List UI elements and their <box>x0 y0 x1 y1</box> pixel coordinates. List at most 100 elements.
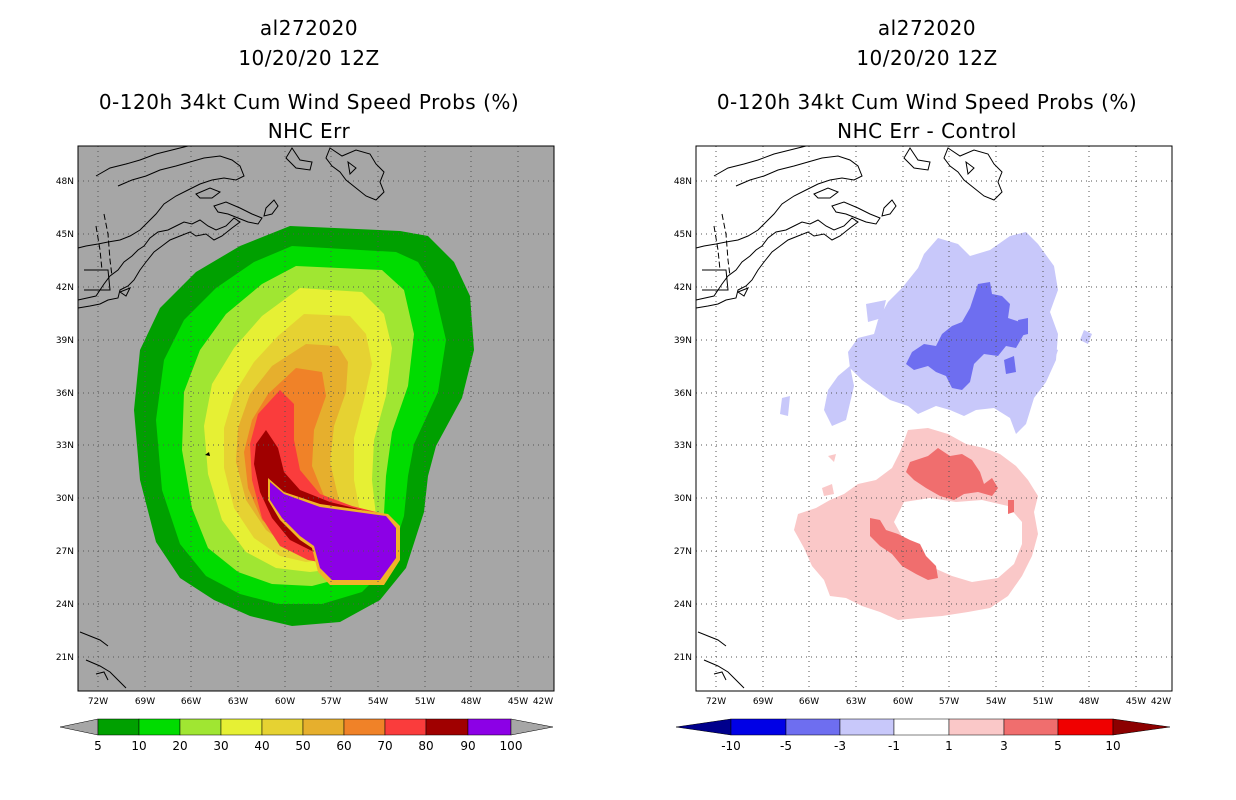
contour-90 <box>270 482 396 580</box>
colorbar-swatch <box>839 718 895 736</box>
lon-label: 51W <box>1033 697 1053 707</box>
colorbar-label: 10 <box>131 739 146 753</box>
lon-label: 60W <box>893 697 913 707</box>
map-nhc-err: 48N 45N 42N 39N 36N 33N 30N 27N 24N 21N … <box>56 145 555 753</box>
coastlines <box>77 145 385 689</box>
negative-difference-contours <box>780 232 1092 434</box>
colorbar-swatch <box>1003 718 1059 736</box>
colorbar-under-arrow <box>675 718 732 736</box>
lat-label: 36N <box>56 389 74 399</box>
map-frame <box>695 145 1173 692</box>
colorbar <box>675 718 1171 736</box>
map-difference: 48N 45N 42N 39N 36N 33N 30N 27N 24N 21N … <box>674 145 1173 753</box>
forecast-time: 10/20/20 12Z <box>856 46 998 70</box>
colorbar-label: 30 <box>213 739 228 753</box>
colorbar-label: -10 <box>721 739 741 753</box>
contour-minus-1-islet <box>780 396 790 416</box>
colorbar-swatch <box>179 718 222 736</box>
map-grid <box>696 146 1172 691</box>
colorbar-label: 40 <box>254 739 269 753</box>
lon-label: 42W <box>1151 697 1171 707</box>
lat-label: 21N <box>674 653 692 663</box>
colorbar-swatch <box>730 718 787 736</box>
lon-label: 57W <box>939 697 959 707</box>
contour-inner-fleck <box>205 452 210 456</box>
lon-label: 48W <box>1079 697 1099 707</box>
product-title: 0-120h 34kt Cum Wind Speed Probs (%) <box>98 90 520 114</box>
contour-minus-1-islet <box>824 366 854 426</box>
product-subtitle: NHC Err - Control <box>837 119 1017 143</box>
colorbar-swatch <box>138 718 181 736</box>
lat-labels: 48N 45N 42N 39N 36N 33N 30N 27N 24N 21N <box>56 177 74 663</box>
contour-plus-3-islet <box>1008 500 1014 514</box>
lon-labels: 72W 69W 66W 63W 60W 57W 54W 51W 48W 45W … <box>706 697 1171 707</box>
lat-label: 27N <box>674 547 692 557</box>
map-frame <box>77 145 555 692</box>
lat-label: 39N <box>56 336 74 346</box>
colorbar-swatch <box>343 718 386 736</box>
storm-id: al272020 <box>259 16 359 40</box>
lon-label: 63W <box>846 697 866 707</box>
lon-label: 72W <box>706 697 726 707</box>
lon-label: 63W <box>228 697 248 707</box>
colorbar-label: 1 <box>945 739 953 753</box>
lon-label: 72W <box>88 697 108 707</box>
lat-labels: 48N 45N 42N 39N 36N 33N 30N 27N 24N 21N <box>674 177 692 663</box>
colorbar-label: 5 <box>1054 739 1062 753</box>
colorbar-label: 5 <box>94 739 102 753</box>
colorbar-under-arrow <box>59 718 99 736</box>
lat-label: 30N <box>56 494 74 504</box>
contour-plus-3-lower <box>870 518 938 580</box>
lon-label: 45W <box>1126 697 1146 707</box>
colorbar-label: 100 <box>500 739 523 753</box>
colorbar-over-arrow <box>1112 718 1171 736</box>
contour-plus-1-islet <box>822 484 834 496</box>
lat-label: 30N <box>674 494 692 504</box>
contour-minus-3-islet <box>1004 356 1016 374</box>
colorbar <box>59 718 554 736</box>
lat-label: 33N <box>674 441 692 451</box>
colorbar-label: 90 <box>460 739 475 753</box>
lat-label: 24N <box>56 600 74 610</box>
lon-label: 69W <box>135 697 155 707</box>
colorbar-label: 50 <box>295 739 310 753</box>
colorbar-swatch <box>97 718 140 736</box>
lat-label: 45N <box>56 230 74 240</box>
lat-label: 36N <box>674 389 692 399</box>
colorbar-swatch <box>220 718 263 736</box>
colorbar-label: -1 <box>888 739 900 753</box>
lon-label: 54W <box>986 697 1006 707</box>
lat-label: 48N <box>56 177 74 187</box>
contour-plus-1-islet <box>828 454 836 462</box>
lon-label: 60W <box>275 697 295 707</box>
colorbar-swatch <box>384 718 427 736</box>
contour-minus-1-islet <box>1046 346 1058 362</box>
colorbar-swatch <box>785 718 841 736</box>
lat-label: 27N <box>56 547 74 557</box>
positive-difference-contours <box>794 428 1038 620</box>
forecast-time: 10/20/20 12Z <box>238 46 380 70</box>
lat-label: 48N <box>674 177 692 187</box>
lat-label: 24N <box>674 600 692 610</box>
storm-id: al272020 <box>877 16 977 40</box>
lat-label: 39N <box>674 336 692 346</box>
lat-label: 42N <box>56 283 74 293</box>
colorbar-label: 3 <box>1000 739 1008 753</box>
colorbar-labels: 5 10 20 30 40 50 60 70 80 90 100 <box>94 739 522 753</box>
contour-minus-1-islet <box>1080 330 1092 344</box>
lon-label: 69W <box>753 697 773 707</box>
lon-label: 54W <box>368 697 388 707</box>
lat-label: 33N <box>56 441 74 451</box>
contour-plus-3 <box>906 448 998 500</box>
colorbar-swatch <box>1057 718 1114 736</box>
lon-label: 66W <box>799 697 819 707</box>
probability-contours <box>134 226 474 626</box>
colorbar-labels: -10 -5 -3 -1 1 3 5 10 <box>721 739 1120 753</box>
lat-label: 42N <box>674 283 692 293</box>
lon-label: 42W <box>533 697 553 707</box>
colorbar-label: 20 <box>172 739 187 753</box>
lon-label: 48W <box>461 697 481 707</box>
contour-minus-3-islet <box>1018 318 1028 336</box>
lon-label: 57W <box>321 697 341 707</box>
colorbar-label: 60 <box>336 739 351 753</box>
